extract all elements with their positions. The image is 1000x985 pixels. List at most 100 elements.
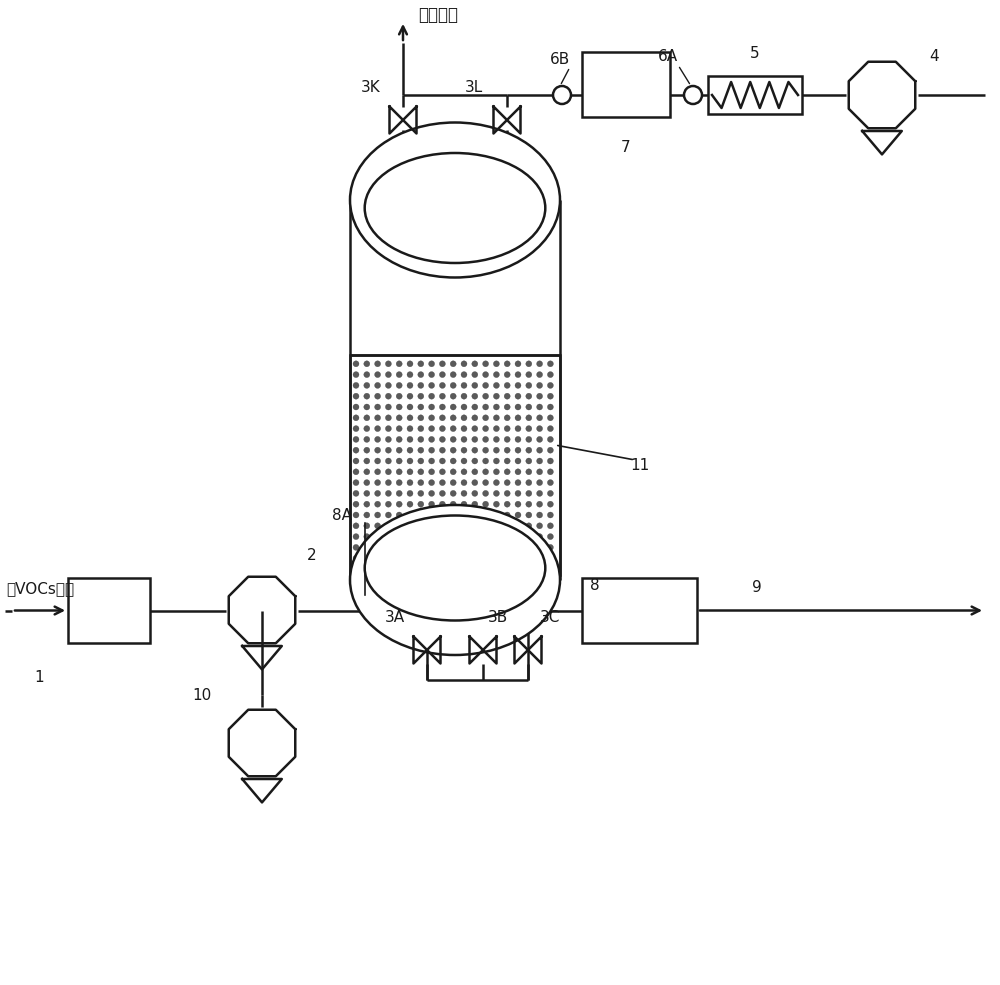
Circle shape (429, 393, 435, 399)
Circle shape (429, 512, 435, 518)
Circle shape (429, 404, 435, 410)
Circle shape (504, 393, 510, 399)
Text: 8: 8 (590, 577, 600, 593)
Circle shape (396, 393, 402, 399)
Circle shape (429, 361, 435, 366)
Text: 4: 4 (929, 49, 939, 64)
Circle shape (515, 523, 521, 529)
Circle shape (547, 556, 553, 561)
Circle shape (493, 512, 499, 518)
Circle shape (375, 480, 381, 486)
Circle shape (375, 566, 381, 572)
Circle shape (547, 361, 553, 366)
Circle shape (439, 415, 445, 421)
Circle shape (504, 447, 510, 453)
Circle shape (493, 426, 499, 431)
Circle shape (483, 480, 489, 486)
Circle shape (407, 415, 413, 421)
Circle shape (526, 415, 532, 421)
Circle shape (375, 512, 381, 518)
Circle shape (493, 469, 499, 475)
Circle shape (450, 436, 456, 442)
Circle shape (407, 469, 413, 475)
Circle shape (526, 545, 532, 551)
Circle shape (364, 447, 370, 453)
Circle shape (418, 382, 424, 388)
Circle shape (407, 523, 413, 529)
Circle shape (407, 480, 413, 486)
Circle shape (537, 404, 543, 410)
Circle shape (385, 501, 391, 507)
Circle shape (483, 426, 489, 431)
Text: 9: 9 (752, 580, 762, 596)
Text: 6B: 6B (550, 52, 570, 68)
Circle shape (450, 447, 456, 453)
Circle shape (504, 404, 510, 410)
Circle shape (439, 371, 445, 377)
Circle shape (537, 491, 543, 496)
Circle shape (450, 458, 456, 464)
Circle shape (547, 534, 553, 540)
Circle shape (353, 523, 359, 529)
Circle shape (547, 469, 553, 475)
Circle shape (526, 393, 532, 399)
Circle shape (375, 361, 381, 366)
Circle shape (461, 556, 467, 561)
Circle shape (515, 404, 521, 410)
Circle shape (418, 556, 424, 561)
Circle shape (385, 415, 391, 421)
Circle shape (483, 534, 489, 540)
Circle shape (526, 371, 532, 377)
Circle shape (418, 545, 424, 551)
Circle shape (353, 404, 359, 410)
Circle shape (483, 371, 489, 377)
Circle shape (375, 404, 381, 410)
Bar (708, 76, 802, 114)
Circle shape (493, 436, 499, 442)
Circle shape (418, 534, 424, 540)
Text: 3L: 3L (465, 81, 483, 96)
Circle shape (504, 469, 510, 475)
Circle shape (461, 566, 467, 572)
Circle shape (407, 512, 413, 518)
Circle shape (385, 469, 391, 475)
Circle shape (364, 545, 370, 551)
Circle shape (515, 415, 521, 421)
Circle shape (526, 436, 532, 442)
Ellipse shape (365, 515, 545, 621)
Circle shape (472, 480, 478, 486)
Circle shape (407, 501, 413, 507)
Circle shape (353, 447, 359, 453)
Circle shape (483, 545, 489, 551)
Circle shape (547, 566, 553, 572)
Circle shape (418, 447, 424, 453)
Circle shape (461, 545, 467, 551)
Circle shape (418, 426, 424, 431)
Circle shape (429, 436, 435, 442)
Circle shape (375, 415, 381, 421)
Circle shape (526, 491, 532, 496)
Text: 11: 11 (630, 457, 650, 473)
Circle shape (504, 523, 510, 529)
Circle shape (472, 436, 478, 442)
Circle shape (364, 415, 370, 421)
Circle shape (493, 458, 499, 464)
Circle shape (375, 491, 381, 496)
Circle shape (472, 501, 478, 507)
Circle shape (515, 566, 521, 572)
Circle shape (504, 458, 510, 464)
Circle shape (483, 436, 489, 442)
Circle shape (547, 393, 553, 399)
Circle shape (385, 491, 391, 496)
Circle shape (483, 415, 489, 421)
Circle shape (418, 501, 424, 507)
Circle shape (472, 469, 478, 475)
Circle shape (364, 512, 370, 518)
Circle shape (515, 436, 521, 442)
Circle shape (461, 426, 467, 431)
Circle shape (375, 426, 381, 431)
Circle shape (418, 393, 424, 399)
Circle shape (483, 382, 489, 388)
Circle shape (537, 545, 543, 551)
Circle shape (461, 469, 467, 475)
